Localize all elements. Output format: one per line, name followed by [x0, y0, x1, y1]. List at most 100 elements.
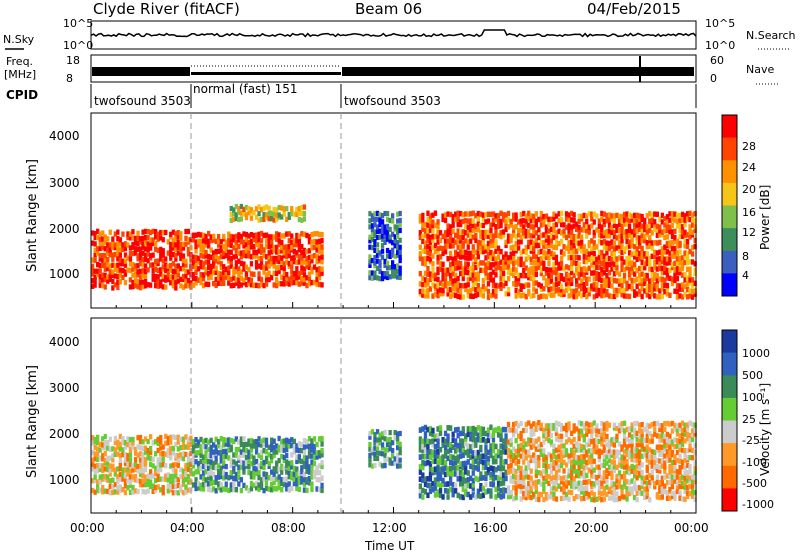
data-cell: [242, 266, 246, 272]
data-cell: [658, 488, 662, 494]
power-cbar-label: Power [dB]: [758, 185, 772, 250]
data-cell: [426, 228, 430, 234]
data-cell: [590, 490, 594, 496]
data-cell: [98, 256, 102, 262]
data-cell: [683, 222, 687, 228]
data-cell: [509, 245, 513, 251]
data-cell: [512, 467, 516, 473]
data-cell: [655, 227, 659, 233]
data-cell: [264, 471, 269, 478]
data-cell: [685, 493, 690, 500]
data-cell: [136, 235, 140, 241]
data-cell: [678, 442, 682, 448]
data-cell: [474, 292, 478, 299]
data-cell: [519, 272, 523, 279]
data-cell: [383, 210, 387, 217]
data-cell: [481, 459, 485, 466]
data-cell: [131, 489, 135, 495]
data-cell: [559, 422, 564, 429]
data-cell: [499, 465, 503, 472]
data-cell: [234, 260, 238, 266]
data-cell: [199, 486, 203, 492]
data-cell: [612, 233, 617, 240]
data-cell: [252, 470, 256, 476]
data-cell: [259, 442, 264, 448]
data-cell: [169, 262, 173, 269]
data-cell: [300, 276, 304, 282]
data-cell: [650, 463, 654, 469]
data-cell: [461, 266, 465, 272]
data-cell: [663, 433, 667, 440]
data-cell: [196, 259, 201, 265]
data-cell: [176, 263, 180, 269]
data-cell: [277, 457, 281, 464]
data-cell: [496, 218, 501, 224]
velocity-cbar-tick: -500: [742, 477, 767, 490]
data-cell: [575, 266, 579, 273]
data-cell: [580, 248, 584, 254]
data-cell: [443, 465, 448, 471]
data-cell: [451, 266, 455, 272]
data-cell: [494, 260, 498, 266]
data-cell: [655, 259, 659, 265]
data-cell: [219, 239, 223, 245]
data-cell: [385, 271, 390, 277]
data-cell: [93, 231, 97, 237]
data-cell: [454, 211, 458, 217]
data-cell: [267, 444, 271, 450]
data-cell: [285, 482, 289, 488]
data-cell: [277, 268, 281, 275]
data-cell: [456, 244, 460, 250]
data-cell: [691, 432, 695, 438]
data-cell: [600, 254, 604, 261]
data-cell: [519, 283, 523, 289]
data-cell: [446, 433, 450, 439]
data-cell: [572, 294, 576, 300]
data-cell: [559, 210, 564, 217]
data-cell: [290, 464, 294, 470]
data-cell: [562, 251, 566, 257]
data-cell: [542, 452, 546, 458]
noise-panel: N.Sky 10^5 10^0 10^5 10^0 N.Search: [3, 17, 796, 52]
data-cell: [383, 457, 387, 463]
data-cell: [501, 270, 506, 277]
data-cell: [431, 244, 435, 251]
data-cell: [582, 485, 586, 492]
data-cell: [380, 223, 385, 229]
data-cell: [592, 448, 596, 455]
data-cell: [610, 470, 614, 476]
data-cell: [572, 243, 576, 249]
data-cell: [373, 222, 377, 228]
data-cell: [199, 444, 203, 450]
data-cell: [191, 254, 196, 260]
data-cell: [423, 436, 428, 442]
data-cell: [391, 252, 395, 258]
data-cell: [587, 211, 591, 217]
data-cell: [277, 254, 281, 261]
data-cell: [648, 459, 652, 465]
data-cell: [544, 251, 549, 257]
data-cell: [393, 264, 397, 270]
data-cell: [209, 480, 213, 487]
data-cell: [678, 217, 682, 223]
colorbar-swatch: [722, 160, 737, 184]
data-cell: [648, 479, 652, 485]
data-cell: [600, 271, 604, 277]
data-cell: [504, 256, 508, 262]
data-cell: [207, 481, 211, 487]
data-cell: [275, 463, 279, 470]
data-cell: [224, 274, 228, 280]
data-cell: [519, 250, 523, 256]
data-cell: [270, 243, 274, 249]
data-cell: [570, 260, 574, 267]
data-cell: [517, 292, 521, 298]
data-cell: [630, 452, 634, 459]
data-cell: [683, 451, 687, 457]
data-cell: [204, 469, 208, 475]
data-cell: [479, 260, 483, 266]
data-cell: [627, 255, 632, 262]
data-cell: [247, 266, 251, 273]
data-cell: [617, 243, 622, 249]
data-cell: [181, 261, 186, 267]
data-cell: [660, 494, 664, 500]
